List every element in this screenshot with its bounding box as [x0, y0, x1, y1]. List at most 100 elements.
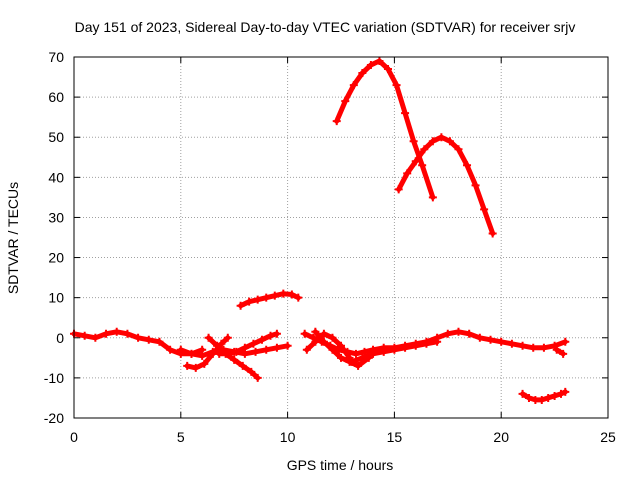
- data-point: [112, 327, 121, 336]
- data-point: [465, 329, 474, 338]
- data-point: [375, 57, 384, 66]
- y-tick-label: 60: [48, 89, 64, 105]
- data-point: [463, 161, 472, 170]
- data-point: [337, 341, 345, 350]
- data-point: [91, 333, 100, 342]
- data-point: [311, 327, 320, 336]
- data-point: [300, 329, 309, 338]
- data-point: [392, 81, 401, 90]
- data-point: [349, 81, 358, 90]
- data-point: [311, 337, 320, 346]
- data-point: [191, 363, 200, 372]
- data-point: [437, 133, 446, 142]
- data-point: [539, 343, 548, 352]
- data-point: [240, 343, 249, 352]
- data-point: [454, 145, 463, 154]
- series-line: [304, 331, 352, 361]
- y-tick-label: 40: [48, 169, 64, 185]
- data-point: [409, 137, 418, 146]
- data-point: [428, 137, 437, 146]
- data-series: [70, 57, 570, 404]
- data-point: [262, 293, 271, 302]
- y-tick-label: -10: [44, 370, 64, 386]
- data-point: [272, 343, 281, 352]
- y-tick-label: 70: [48, 49, 64, 65]
- data-point: [390, 345, 399, 354]
- data-point: [223, 349, 232, 358]
- data-point: [366, 61, 375, 70]
- data-point: [123, 329, 132, 338]
- data-point: [155, 337, 164, 346]
- data-point: [358, 353, 367, 362]
- grid: [74, 57, 608, 418]
- data-point: [144, 335, 153, 344]
- data-point: [561, 387, 570, 396]
- data-point: [354, 361, 363, 370]
- data-point: [347, 357, 356, 366]
- data-point: [319, 329, 328, 338]
- data-point: [213, 341, 222, 350]
- x-tick-label: 15: [387, 429, 403, 445]
- data-point: [394, 185, 403, 194]
- data-point: [524, 393, 533, 402]
- data-point: [401, 109, 410, 118]
- data-point: [507, 339, 516, 348]
- data-point: [215, 349, 224, 358]
- chart-title: Day 151 of 2023, Sidereal Day-to-day VTE…: [75, 19, 576, 35]
- data-point: [262, 345, 271, 354]
- data-point: [328, 345, 337, 354]
- data-point: [529, 343, 538, 352]
- data-point: [279, 289, 288, 298]
- data-point: [134, 333, 143, 342]
- data-point: [403, 169, 412, 178]
- y-tick-label: -20: [44, 410, 64, 426]
- data-point: [294, 293, 303, 302]
- data-point: [428, 193, 437, 202]
- data-point: [102, 329, 111, 338]
- x-tick-label: 20: [493, 429, 509, 445]
- data-point: [341, 97, 350, 106]
- data-point: [411, 157, 420, 166]
- data-point: [418, 161, 427, 170]
- data-point: [200, 359, 209, 368]
- data-point: [550, 391, 559, 400]
- data-point: [332, 117, 341, 126]
- data-point: [287, 290, 296, 299]
- data-point: [475, 333, 484, 342]
- data-point: [401, 343, 410, 352]
- data-point: [559, 349, 568, 358]
- data-point: [351, 349, 360, 358]
- data-point: [422, 339, 431, 348]
- data-point: [369, 349, 378, 358]
- data-point: [266, 331, 275, 340]
- y-axis-label: SDTVAR / TECUs: [5, 182, 21, 294]
- series-line: [334, 58, 436, 200]
- data-point: [187, 349, 196, 358]
- data-point: [270, 291, 279, 300]
- data-point: [518, 341, 527, 350]
- data-point: [445, 137, 454, 146]
- data-point: [537, 395, 546, 404]
- y-tick-label: 10: [48, 290, 64, 306]
- data-point: [544, 393, 553, 402]
- data-point: [518, 389, 527, 398]
- y-tick-label: 30: [48, 209, 64, 225]
- data-point: [358, 69, 367, 78]
- data-point: [337, 353, 345, 362]
- data-point: [411, 341, 420, 350]
- data-point: [245, 297, 254, 306]
- data-point: [497, 337, 506, 346]
- data-point: [183, 361, 192, 370]
- data-point: [302, 345, 311, 354]
- data-point: [198, 351, 207, 360]
- x-tick-label: 10: [280, 429, 296, 445]
- data-point: [176, 345, 185, 354]
- data-point: [253, 295, 262, 304]
- data-point: [328, 333, 337, 342]
- data-point: [420, 145, 429, 154]
- y-tick-label: 0: [56, 330, 64, 346]
- plot-frame: [73, 56, 609, 419]
- data-point: [272, 329, 281, 338]
- data-point: [283, 341, 292, 350]
